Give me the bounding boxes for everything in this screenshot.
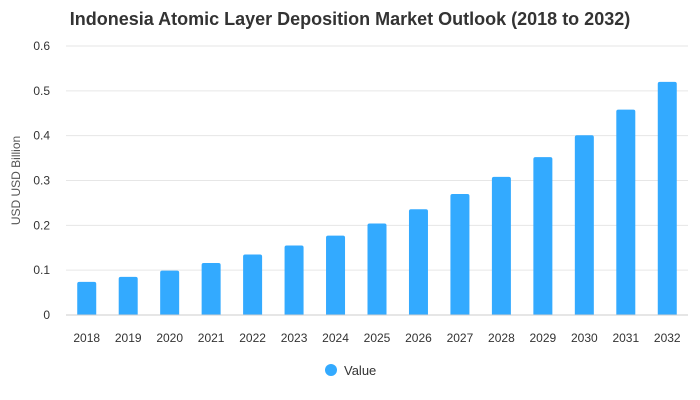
- y-tick-label: 0.6: [33, 39, 50, 53]
- bar-2025[interactable]: [367, 223, 387, 315]
- y-tick-label: 0.4: [33, 129, 50, 143]
- bar-2032[interactable]: [657, 81, 677, 315]
- x-tick-label: 2029: [530, 331, 557, 345]
- x-tick-label: 2022: [239, 331, 266, 345]
- legend[interactable]: Value: [325, 363, 376, 378]
- bar-2029[interactable]: [533, 157, 553, 315]
- bar-2027[interactable]: [450, 193, 470, 315]
- y-tick-label: 0.3: [33, 174, 50, 188]
- y-tick-label: 0: [43, 308, 50, 322]
- bar-2021[interactable]: [201, 262, 221, 315]
- bar-2031[interactable]: [616, 109, 636, 315]
- y-tick-label: 0.1: [33, 263, 50, 277]
- x-axis-ticks: 2018 2019 2020 2021 2022 2023 2024 2025 2026 2027…: [73, 331, 681, 345]
- legend-swatch-value: [325, 364, 337, 376]
- x-tick-label: 2018: [73, 331, 100, 345]
- x-tick-label: 2024: [322, 331, 349, 345]
- y-axis-ticks: 0 0.1 0.2 0.3 0.4 0.5 0.6: [33, 39, 50, 322]
- bar-2020[interactable]: [160, 270, 180, 315]
- bar-2019[interactable]: [118, 276, 138, 315]
- x-tick-label: 2028: [488, 331, 515, 345]
- bars: [77, 81, 677, 315]
- x-tick-label: 2032: [654, 331, 681, 345]
- x-tick-label: 2021: [198, 331, 225, 345]
- bar-2028[interactable]: [491, 176, 511, 315]
- y-tick-label: 0.2: [33, 218, 50, 232]
- x-tick-label: 2027: [447, 331, 474, 345]
- bar-2022[interactable]: [243, 254, 263, 315]
- x-tick-label: 2031: [612, 331, 639, 345]
- y-axis-title: USD USD Billion: [9, 136, 23, 225]
- x-tick-label: 2025: [364, 331, 391, 345]
- x-tick-label: 2020: [156, 331, 183, 345]
- x-tick-label: 2023: [281, 331, 308, 345]
- x-tick-label: 2019: [115, 331, 142, 345]
- bar-2023[interactable]: [284, 245, 304, 315]
- x-tick-label: 2026: [405, 331, 432, 345]
- bar-2018[interactable]: [77, 281, 97, 315]
- legend-label-value: Value: [344, 363, 376, 378]
- bar-2030[interactable]: [574, 135, 594, 315]
- bar-2026[interactable]: [408, 209, 428, 315]
- bar-2024[interactable]: [326, 235, 346, 315]
- y-tick-label: 0.5: [33, 84, 50, 98]
- x-tick-label: 2030: [571, 331, 598, 345]
- chart-title: Indonesia Atomic Layer Deposition Market…: [70, 9, 630, 29]
